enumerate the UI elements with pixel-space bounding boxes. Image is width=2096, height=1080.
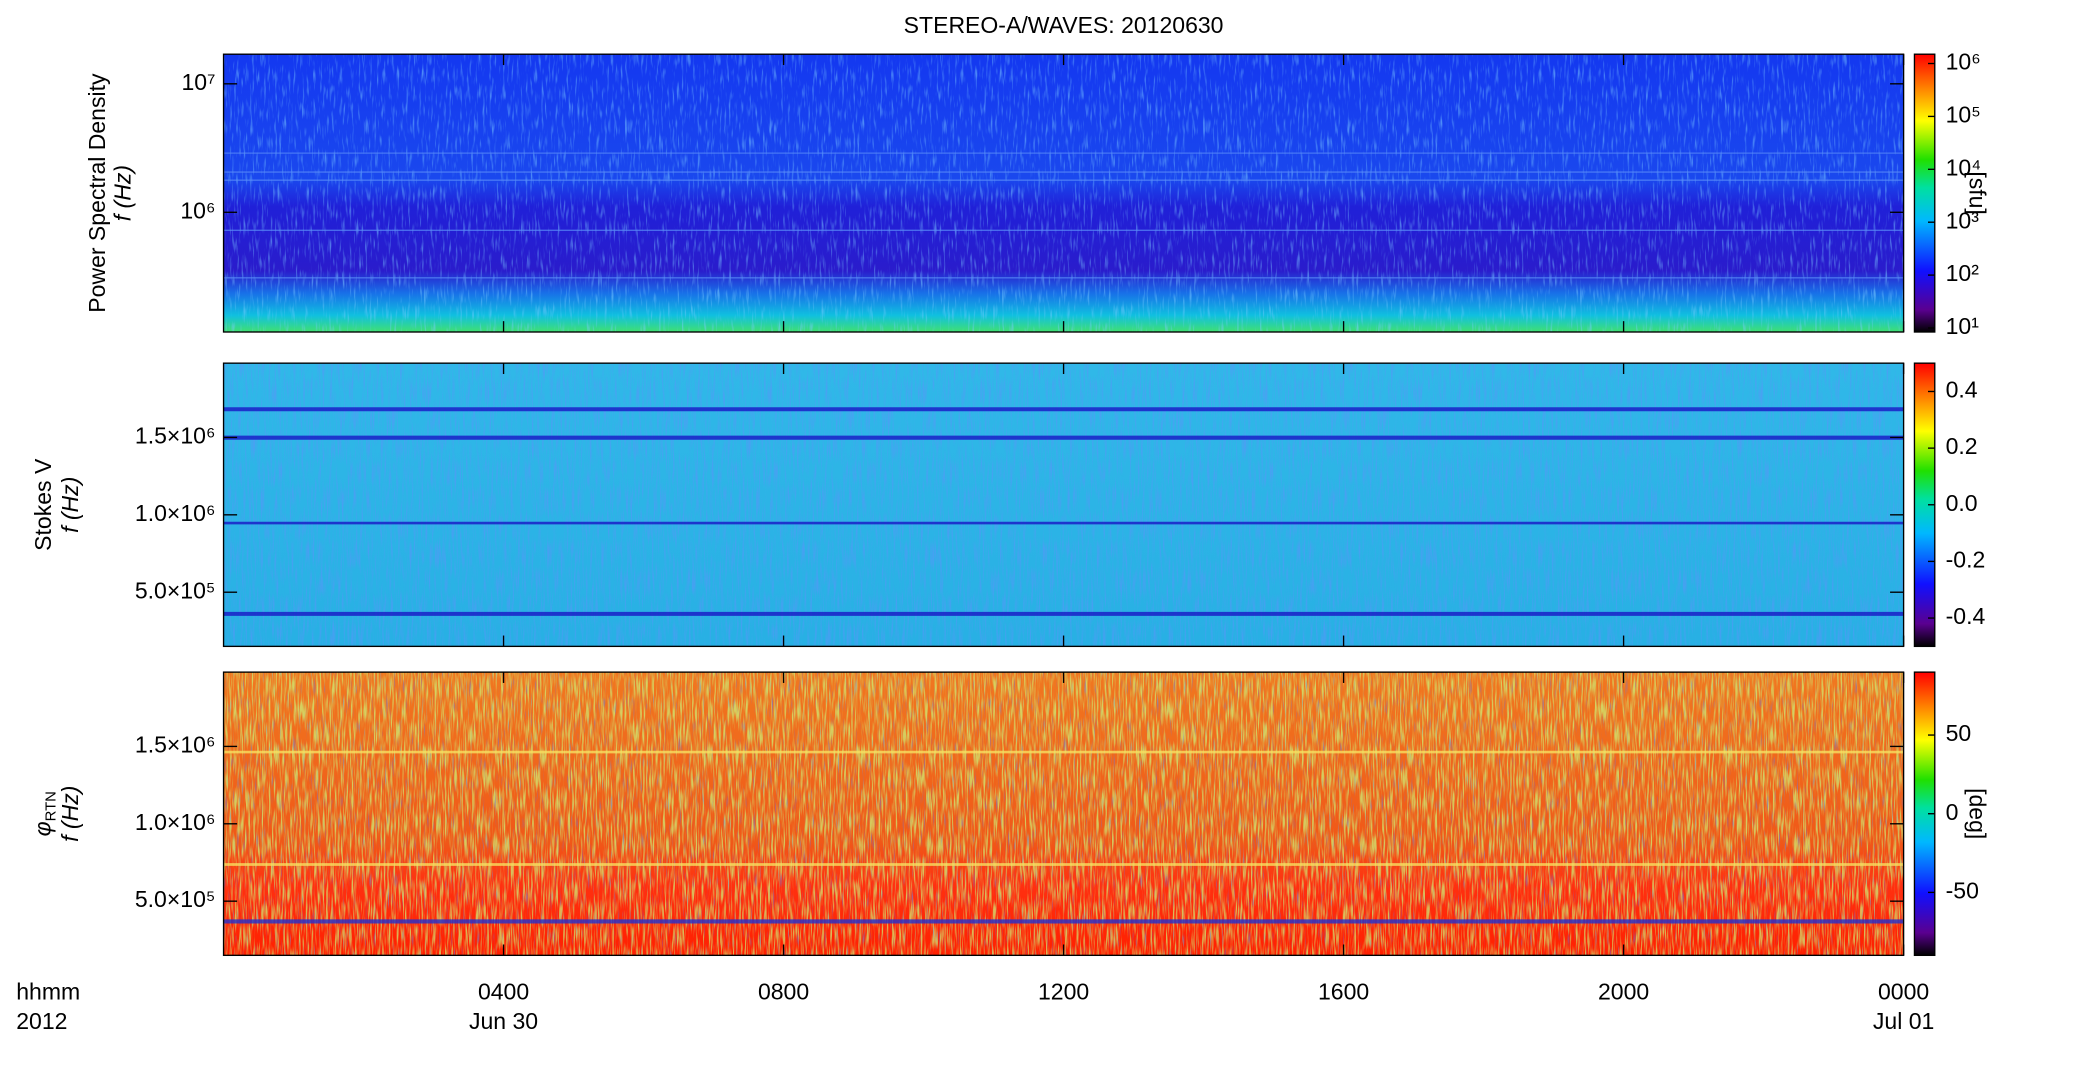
spectrogram-image — [223, 54, 1904, 956]
y-tick-label: 1.5×10⁶ — [135, 731, 216, 757]
x-tick-label: 0400 — [478, 978, 529, 1004]
colorbar-tick-label: 50 — [1946, 720, 1972, 746]
x-date-label: Jul 01 — [1873, 1008, 1934, 1034]
colorbar-tick-label: 10⁵ — [1946, 101, 1981, 127]
colorbar-tick-label: -50 — [1946, 877, 1979, 903]
y-axis-unit: f (Hz) — [57, 477, 83, 533]
y-axis-label: φRTN — [30, 791, 60, 836]
x-date-label: Jun 30 — [469, 1008, 538, 1034]
y-tick-label: 1.5×10⁶ — [135, 423, 216, 449]
colorbar-label: [sfu] — [1964, 171, 1990, 215]
x-tick-label: 1600 — [1318, 978, 1369, 1004]
colorbar-tick-label: 0.2 — [1946, 433, 1978, 459]
colorbar-tick-label: -0.4 — [1946, 603, 1986, 629]
colorbar-label: [deg] — [1964, 788, 1990, 839]
y-tick-label: 5.0×10⁵ — [135, 577, 216, 603]
colorbar-tick-label: 0.0 — [1946, 490, 1978, 516]
x-axis-label: 2012 — [16, 1008, 67, 1034]
y-axis-label-subscript: RTN — [43, 791, 59, 821]
colorbar-tick-label: -0.2 — [1946, 546, 1986, 572]
colorbar-tick-label: 10⁴ — [1946, 154, 1981, 180]
y-tick-label: 5.0×10⁵ — [135, 886, 216, 912]
y-axis-label-symbol: φ — [30, 821, 56, 836]
colorbar-tick-label: 0.4 — [1946, 377, 1978, 403]
x-tick-label: 0000 — [1878, 978, 1929, 1004]
x-tick-label: 0800 — [758, 978, 809, 1004]
colorbar-tick-label: 10¹ — [1946, 313, 1980, 339]
colorbar-tick-label: 10² — [1946, 260, 1980, 286]
y-axis-label: Power Spectral Density — [84, 73, 110, 313]
colorbar-tick-label: 0 — [1946, 799, 1959, 825]
x-tick-label: 1200 — [1038, 978, 1089, 1004]
chart-title: STEREO-A/WAVES: 20120630 — [904, 12, 1224, 38]
y-axis-label: Stokes V — [30, 458, 56, 551]
x-axis-label: hhmm — [16, 978, 80, 1004]
y-tick-label: 1.0×10⁶ — [135, 500, 216, 526]
colorbar-tick-label: 10⁶ — [1946, 49, 1981, 75]
x-tick-label: 2000 — [1598, 978, 1649, 1004]
y-tick-label: 10⁷ — [181, 69, 215, 95]
y-tick-label: 10⁶ — [180, 197, 215, 223]
colorbar — [1913, 53, 1936, 333]
y-axis-unit: f (Hz) — [57, 786, 83, 842]
colorbar-tick-label: 10³ — [1946, 207, 1980, 233]
y-tick-label: 1.0×10⁶ — [135, 809, 216, 835]
y-axis-unit: f (Hz) — [110, 165, 136, 221]
